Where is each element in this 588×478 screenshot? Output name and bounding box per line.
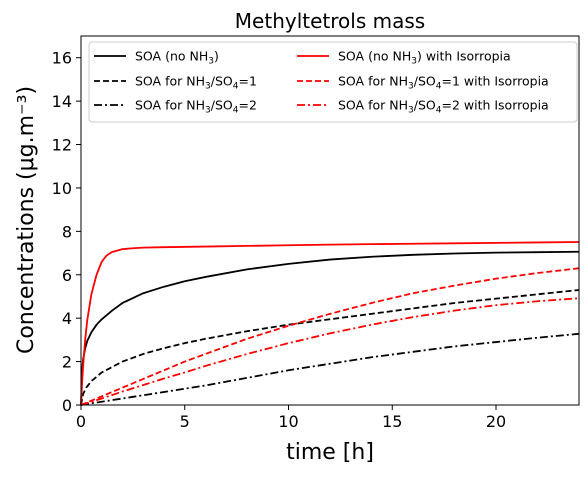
y-tick-label: 12 xyxy=(52,136,72,155)
y-tick-label: 8 xyxy=(62,222,72,241)
y-tick-label: 4 xyxy=(62,309,72,328)
y-axis-label: Concentrations (μg.m⁻³) xyxy=(14,86,39,354)
series-line-3 xyxy=(81,334,579,405)
y-axis: 0 2 4 6 8 10 12 14 16 xyxy=(52,49,81,415)
series-line-1 xyxy=(81,252,579,405)
y-tick-label: 2 xyxy=(62,353,72,372)
y-tick-label: 0 xyxy=(62,396,72,415)
series-layer xyxy=(81,242,579,405)
x-axis-label: time [h] xyxy=(286,440,374,465)
y-tick-label: 14 xyxy=(52,92,72,111)
y-tick-label: 10 xyxy=(52,179,72,198)
chart-title: Methyltetrols mass xyxy=(235,9,425,33)
x-tick-label: 0 xyxy=(76,412,86,431)
x-tick-label: 10 xyxy=(278,412,298,431)
x-tick-label: 15 xyxy=(382,412,402,431)
y-tick-label: 6 xyxy=(62,266,72,285)
x-tick-label: 5 xyxy=(180,412,190,431)
series-line-2 xyxy=(81,290,579,405)
x-tick-label: 20 xyxy=(486,412,506,431)
y-tick-label: 16 xyxy=(52,49,72,68)
series-line-4 xyxy=(81,242,579,405)
x-axis: 0 5 10 15 20 xyxy=(76,405,506,431)
